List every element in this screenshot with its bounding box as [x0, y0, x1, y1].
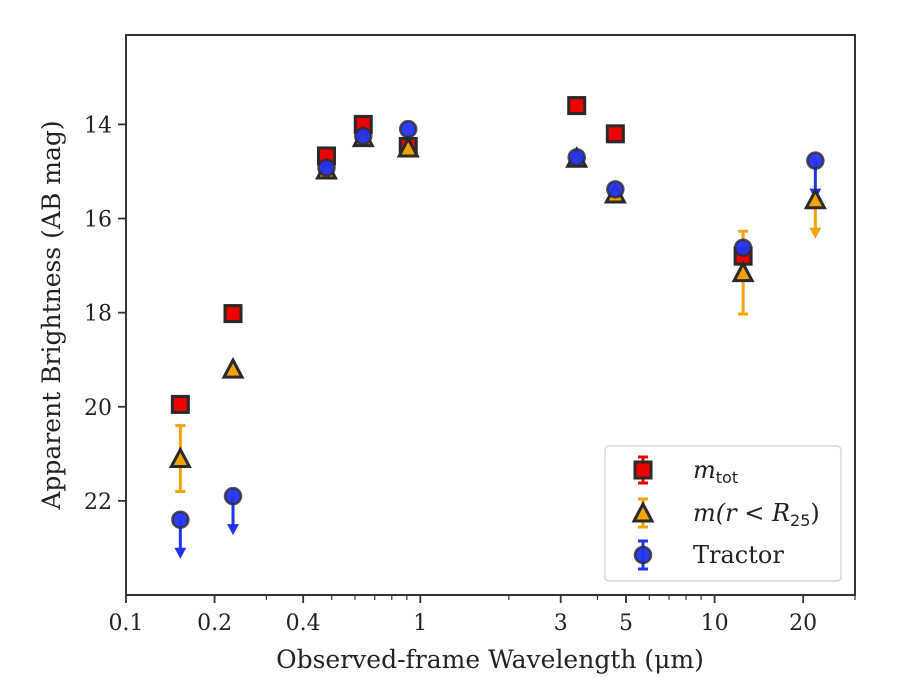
legend-box — [604, 445, 842, 582]
y-axis-label: Apparent Brightness (AB mag) — [37, 120, 66, 510]
tractor-point — [806, 151, 825, 170]
tractor-point — [171, 510, 190, 529]
legend-entry-tractor: Tractor — [693, 541, 784, 569]
x-tick-label: 5 — [619, 611, 633, 636]
mr25-point — [221, 356, 245, 379]
tractor-point — [606, 180, 625, 199]
mtot-point — [223, 304, 243, 324]
legend-mr25-marker — [631, 500, 655, 523]
legend-entry-mtot: mtot — [693, 456, 738, 487]
legend-mtot-marker — [633, 460, 653, 480]
y-tick-label: 18 — [84, 302, 112, 327]
mr25-point — [168, 446, 192, 469]
axis-ticks: 0.1 0.2 0.4 1 3 5 10 20 14 16 18 20 22 — [84, 113, 856, 636]
legend-entry-mr25: m(r < R25) — [693, 499, 820, 530]
tractor-point — [733, 238, 753, 257]
y-tick-label: 22 — [84, 490, 112, 515]
x-tick-label: 20 — [789, 611, 817, 636]
tractor-point — [567, 148, 586, 167]
mtot-point — [170, 394, 190, 414]
legend-mr25-suffix: ) — [810, 499, 819, 527]
mtot-point — [605, 124, 625, 144]
tractor-limit-arrow-head — [227, 524, 240, 536]
tractor-point — [354, 126, 373, 146]
tractor-point — [398, 119, 418, 139]
legend-mtot-sub: tot — [716, 468, 738, 487]
x-tick-label: 0.4 — [286, 611, 321, 636]
x-tick-label: 1 — [413, 611, 427, 636]
mr25-limit-arrow-head — [809, 227, 822, 239]
tractor-limit-arrow-head — [174, 547, 187, 559]
tractor-point — [317, 158, 336, 177]
x-tick-label: 3 — [554, 611, 568, 636]
legend-mtot-main: m — [693, 456, 716, 484]
mr25-point — [731, 260, 755, 283]
legend-tractor-marker — [633, 545, 653, 565]
mtot-point — [567, 96, 587, 116]
y-tick-label: 16 — [84, 208, 112, 233]
y-tick-label: 20 — [84, 396, 112, 421]
mr25-point — [803, 187, 827, 210]
legend: mtot m(r < R25) Tractor — [604, 445, 842, 582]
legend-mr25-main: m(r < R — [693, 499, 790, 527]
x-tick-label: 10 — [701, 611, 729, 636]
legend-mr25-sub: 25 — [790, 511, 810, 530]
x-tick-label: 0.2 — [197, 611, 232, 636]
y-tick-label: 14 — [84, 113, 112, 138]
tractor-point — [223, 486, 243, 506]
data-marks — [168, 96, 827, 559]
x-tick-label: 0.1 — [109, 611, 144, 636]
plot-frame — [125, 34, 856, 596]
legend-markers — [631, 455, 655, 571]
mr25-point — [396, 135, 420, 158]
x-axis-label: Observed-frame Wavelength (μm) — [276, 645, 704, 674]
